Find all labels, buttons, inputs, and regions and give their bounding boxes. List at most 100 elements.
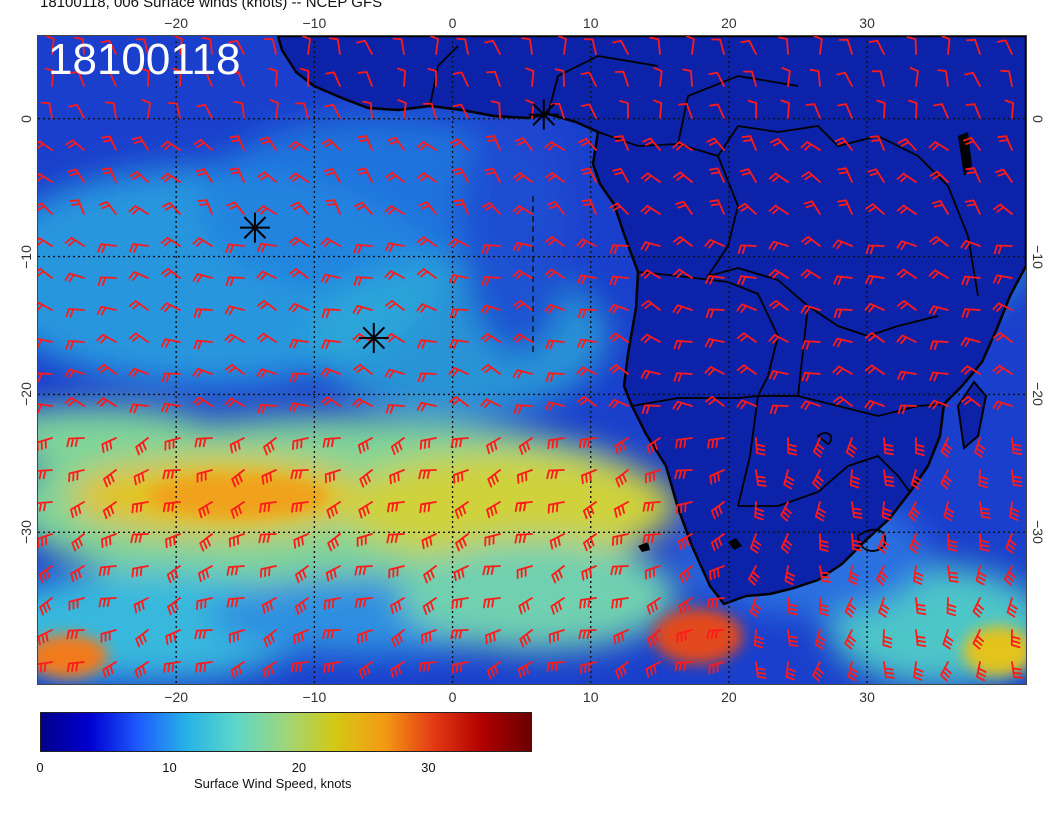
wind-barb [608,303,629,314]
wind-barb [578,137,597,151]
wind-barb [678,597,693,615]
wind-barb [257,403,277,414]
wind-barb [70,501,85,519]
wind-barb [201,37,213,55]
wind-barb [838,38,853,55]
wind-barb [454,501,469,519]
wind-barb [263,38,277,55]
wind-barb [867,168,885,183]
wind-barb [38,372,53,383]
wind-barb [197,71,213,87]
wind-barb [896,172,917,183]
wind-barb [224,305,245,316]
wind-barb [708,167,725,183]
wind-barb [416,141,437,151]
wind-barb [800,141,821,151]
wind-barb [768,299,789,311]
wind-barb [224,333,245,343]
wind-barb [1011,661,1023,679]
wind-barb [386,533,405,544]
colorbar-tick-label: 30 [421,760,436,775]
wind-barb [876,565,888,586]
wind-barb [422,597,437,615]
wind-barb [354,201,373,215]
wind-barb [38,565,53,583]
wind-barb [933,103,949,119]
wind-barb [325,565,341,582]
wind-barb [293,629,309,645]
wind-barb [288,172,309,183]
wind-barb [521,37,533,55]
wind-barb [877,533,889,554]
wind-barb [484,167,501,183]
wind-barb [259,136,277,151]
wind-barb [546,661,565,672]
wind-barb [915,437,925,456]
wind-barb [819,597,829,616]
wind-barb [226,565,245,576]
wind-barb [673,171,693,183]
wind-barb [557,36,567,55]
wind-barb [581,565,597,581]
wind-barb [851,533,862,552]
wind-barb [387,501,405,513]
wind-barb [102,661,117,679]
wind-barb [704,366,725,376]
wind-barb [682,68,693,87]
wind-barb [908,99,918,119]
wind-barb [583,533,597,552]
wind-barb [192,237,213,247]
wind-barb [69,71,85,87]
wind-barb [229,135,245,151]
wind-barb [640,333,661,344]
wind-barb [486,501,501,519]
wind-barb [946,597,957,617]
wind-barb [753,629,764,649]
wind-barbs [38,36,1023,682]
wind-barb [910,469,922,490]
wind-barb [801,371,821,382]
wind-barb [865,244,885,255]
wind-barb [103,469,117,488]
wind-barb [737,202,757,215]
wind-barb [429,36,439,55]
wind-barb [224,397,245,408]
wind-barb [299,67,310,87]
wind-barb [642,501,661,512]
wind-barb [813,36,823,55]
wind-barb [233,101,245,119]
wind-barb [228,533,245,548]
wind-barb [418,201,437,215]
wind-barb [421,629,437,644]
wind-barb [321,138,341,151]
page-title: 18100118, 006 Surface winds (knots) -- N… [40,0,383,11]
wind-barb [257,171,277,183]
wind-barb [485,629,501,645]
wind-barb [801,340,821,350]
wind-barb [814,629,826,650]
wind-barb [741,135,757,151]
wind-barb [966,38,981,55]
wind-barb [133,597,149,614]
wind-barb [128,367,149,378]
wind-barb [640,269,661,279]
wind-barb [708,71,725,87]
wind-barb [960,365,981,375]
wind-barb [102,501,117,519]
wind-barb [268,67,278,87]
wind-barb [832,395,853,407]
wind-barb [70,565,85,583]
wind-barb [163,661,181,673]
asterisk-marker [358,322,389,353]
wind-barb [490,100,501,119]
wind-barb [290,201,309,215]
wind-barb [755,437,766,456]
wind-barb [452,167,469,183]
x-tick-label: −10 [302,15,327,31]
wind-barb [928,269,949,279]
wind-barb [709,565,725,581]
wind-barb [940,469,952,490]
wind-barb [896,240,917,251]
wind-barb [228,629,245,644]
wind-barb [128,271,149,281]
